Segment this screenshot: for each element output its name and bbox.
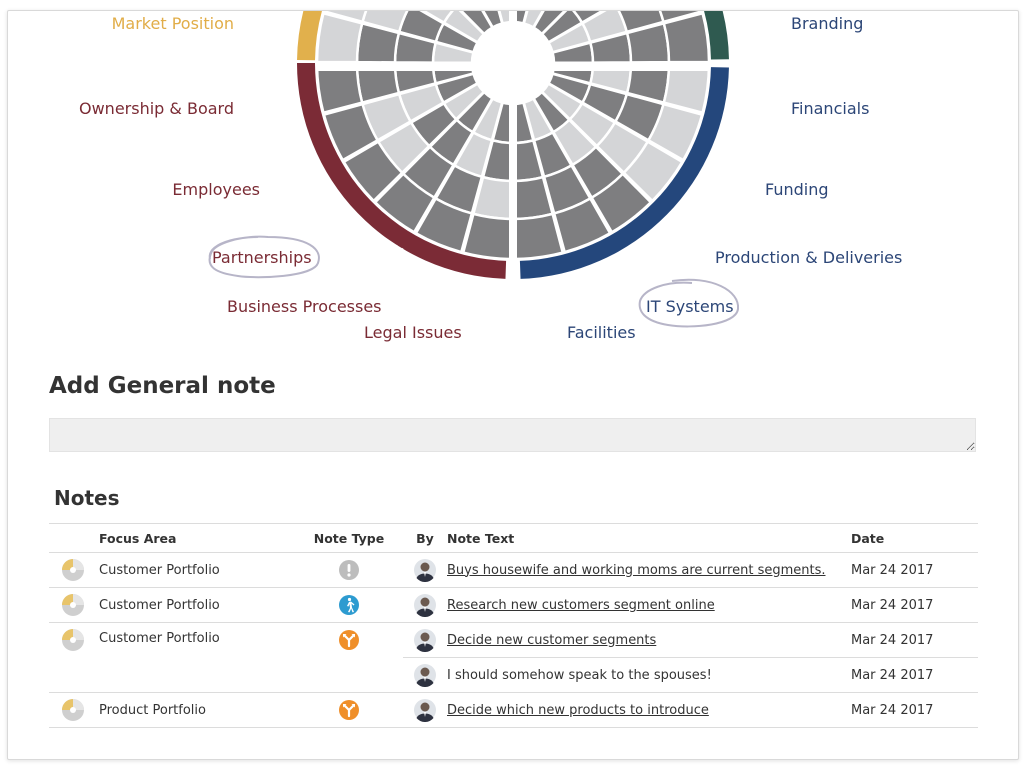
- operations-ring[interactable]: [519, 67, 729, 279]
- wheel-cell[interactable]: [315, 11, 364, 64]
- wheel-cell[interactable]: [360, 11, 411, 34]
- avatar: [413, 558, 437, 583]
- header-by[interactable]: By: [403, 523, 447, 553]
- wheel-cell[interactable]: [342, 139, 404, 203]
- wheel-divider-vertical: [509, 11, 517, 311]
- organization-ring[interactable]: [297, 63, 507, 279]
- table-row[interactable]: Customer Portfolio Research new customer…: [49, 587, 978, 623]
- decision-icon: [338, 629, 360, 651]
- label-branding[interactable]: Branding: [791, 14, 864, 33]
- note-text-link[interactable]: Decide which new products to introduce: [447, 702, 709, 718]
- wheel-cell[interactable]: [649, 11, 704, 24]
- label-production-deliveries[interactable]: Production & Deliveries: [715, 248, 903, 267]
- notes-title: Notes: [54, 486, 120, 510]
- table-row[interactable]: Product Portfolio Decide which new produ…: [49, 692, 978, 728]
- focus-wheel: ORGANIZATION OPERATIONS S Market Positio…: [8, 11, 1018, 371]
- date-cell: Mar 24 2017: [851, 692, 978, 728]
- focus-wheel-icon: [61, 558, 85, 582]
- general-note-input[interactable]: [49, 418, 976, 452]
- label-market-position[interactable]: Market Position: [111, 14, 234, 33]
- focus-wheel-icon: [61, 593, 85, 617]
- date-cell: Mar 24 2017: [851, 657, 978, 693]
- date-cell: Mar 24 2017: [851, 552, 978, 588]
- wheel-cell[interactable]: [322, 11, 378, 24]
- wheel-cell[interactable]: [552, 196, 612, 254]
- focus-area-cell: Product Portfolio: [99, 692, 295, 728]
- header-icon: [49, 523, 99, 553]
- label-ownership-board[interactable]: Ownership & Board: [79, 99, 234, 118]
- table-row[interactable]: Customer Portfolio Decide new customer s…: [49, 622, 978, 693]
- wheel-cell[interactable]: [414, 196, 474, 254]
- wheel-cell[interactable]: [512, 212, 565, 261]
- table-row[interactable]: I should somehow speak to the spouses! M…: [49, 657, 978, 693]
- notes-table: Focus Area Note Type By Note Text Date C…: [49, 523, 978, 728]
- focus-wheel-icon: [61, 698, 85, 722]
- focus-wheel-chart[interactable]: ORGANIZATION OPERATIONS S: [8, 11, 1018, 371]
- avatar: [413, 663, 437, 688]
- header-note-text[interactable]: Note Text: [447, 523, 851, 553]
- table-row[interactable]: Customer Portfolio Buys housewife and wo…: [49, 552, 978, 588]
- label-it-systems[interactable]: IT Systems: [646, 297, 734, 316]
- wheel-cell[interactable]: [322, 102, 380, 162]
- wheel-cell[interactable]: [315, 62, 364, 115]
- focus-area-cell: Customer Portfolio: [99, 587, 295, 623]
- label-business-processes[interactable]: Business Processes: [227, 297, 382, 316]
- label-employees[interactable]: Employees: [172, 180, 260, 199]
- add-general-note-title: Add General note: [49, 373, 276, 399]
- wheel-cell[interactable]: [622, 139, 684, 203]
- partial-arc-label: S: [729, 28, 748, 41]
- label-financials[interactable]: Financials: [791, 99, 870, 118]
- market-ring[interactable]: [297, 11, 327, 61]
- note-text-link[interactable]: Buys housewife and working moms are curr…: [447, 562, 826, 578]
- focus-area-cell: Customer Portfolio: [99, 552, 295, 588]
- wheel-cell[interactable]: [411, 11, 456, 25]
- notes-header-row: Focus Area Note Type By Note Text Date: [49, 523, 978, 553]
- wheel-cell[interactable]: [373, 172, 437, 234]
- avatar: [413, 628, 437, 653]
- label-legal-issues[interactable]: Legal Issues: [364, 323, 462, 342]
- date-cell: Mar 24 2017: [851, 587, 978, 623]
- wheel-cell[interactable]: [646, 102, 704, 162]
- avatar: [413, 593, 437, 618]
- focus-area-cell: Customer Portfolio: [99, 622, 295, 693]
- label-facilities[interactable]: Facilities: [567, 323, 636, 342]
- note-text-cell: I should somehow speak to the spouses!: [447, 657, 851, 693]
- label-funding[interactable]: Funding: [765, 180, 829, 199]
- label-partnerships[interactable]: Partnerships: [212, 248, 312, 267]
- wheel-cell[interactable]: [662, 11, 711, 64]
- wheel-cell[interactable]: [461, 212, 514, 261]
- wheel-center: [472, 22, 554, 104]
- header-note-type[interactable]: Note Type: [295, 523, 403, 553]
- note-text-link[interactable]: Research new customers segment online: [447, 597, 715, 613]
- app-window: ORGANIZATION OPERATIONS S Market Positio…: [7, 10, 1019, 760]
- header-focus-area[interactable]: Focus Area: [99, 523, 295, 553]
- date-cell: Mar 24 2017: [851, 622, 978, 658]
- wheel-cell[interactable]: [589, 172, 653, 234]
- walking-person-icon: [338, 594, 360, 616]
- header-date[interactable]: Date: [851, 523, 978, 553]
- decision-icon: [338, 699, 360, 721]
- info-icon: [338, 559, 360, 581]
- note-text-link[interactable]: Decide new customer segments: [447, 632, 657, 648]
- branding-ring[interactable]: [699, 11, 729, 60]
- avatar: [413, 698, 437, 723]
- focus-wheel-icon: [61, 628, 85, 652]
